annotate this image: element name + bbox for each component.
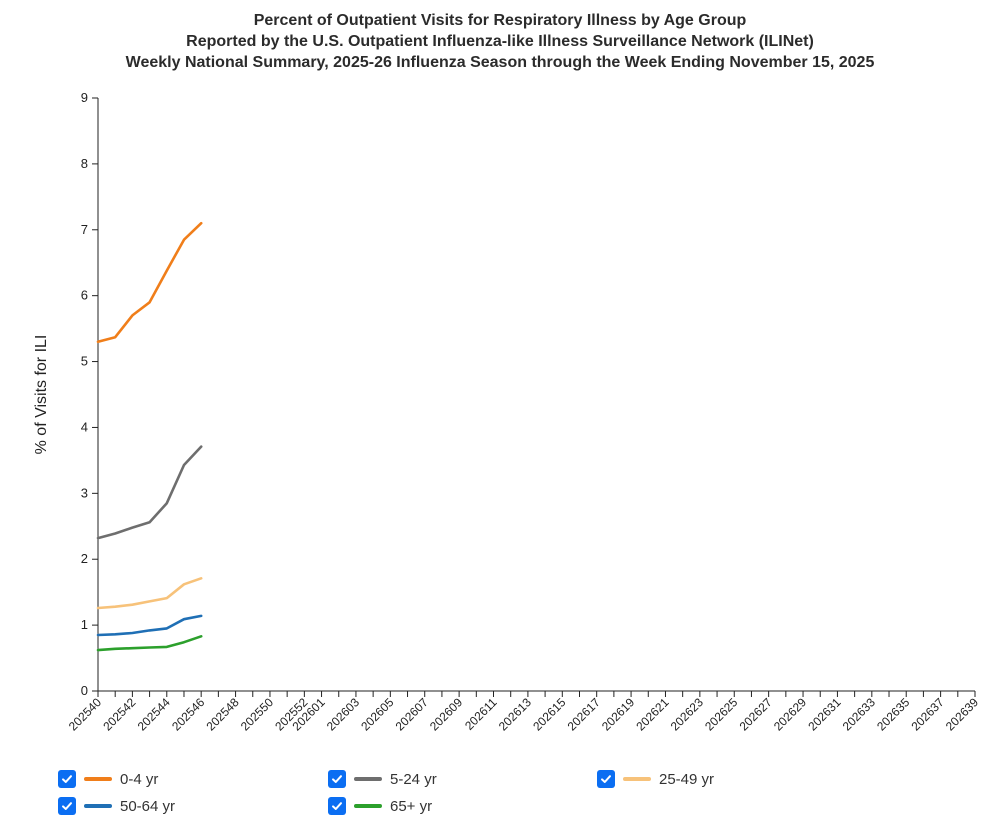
x-tick-label: 202540 [66,695,104,733]
y-tick-label: 4 [81,419,88,434]
legend-item-65-yr[interactable]: 65+ yr [328,797,432,815]
x-tick-label: 202542 [100,695,138,733]
x-tick-label: 202629 [771,695,809,733]
y-tick-label: 7 [81,222,88,237]
legend-item-5-24-yr[interactable]: 5-24 yr [328,770,437,788]
legend-checkbox[interactable] [328,797,346,815]
legend-label: 50-64 yr [120,797,176,815]
legend-item-50-64-yr[interactable]: 50-64 yr [58,797,175,815]
legend-checkbox[interactable] [597,770,615,788]
x-tick-label: 202615 [530,695,568,733]
x-tick-label: 202631 [805,695,843,733]
legend-checkbox[interactable] [58,797,76,815]
legend-label: 65+ yr [390,797,433,815]
x-tick-label: 202546 [169,695,207,733]
x-tick-label: 202603 [324,695,362,733]
x-tick-label: 202637 [909,695,947,733]
y-tick-label: 3 [81,485,88,500]
legend-item-0-4-yr[interactable]: 0-4 yr [58,770,158,788]
chart-title-line-2: Reported by the U.S. Outpatient Influenz… [186,33,814,50]
y-tick-label: 5 [81,354,88,369]
x-tick-label: 202550 [238,695,276,733]
x-tick-label: 202605 [358,695,396,733]
x-tick-label: 202609 [427,695,465,733]
x-tick-label: 202611 [462,695,500,733]
chart-title-block: Percent of Outpatient Visits for Respira… [0,10,1000,73]
legend-label: 5-24 yr [390,770,437,788]
y-tick-label: 6 [81,288,88,303]
x-tick-label: 202625 [702,695,740,733]
x-tick-label: 202607 [393,695,431,733]
x-tick-label: 202627 [737,695,775,733]
legend-checkbox[interactable] [328,770,346,788]
x-tick-label: 202613 [496,695,534,733]
x-tick-label: 202633 [840,695,878,733]
legend-item-25-49-yr[interactable]: 25-49 yr [597,770,714,788]
series-line-65-yr [96,634,203,652]
series-line-0-4-yr [96,221,203,344]
series-line-25-49-yr [96,576,203,610]
x-tick-label: 202548 [203,695,241,733]
legend-swatch [623,777,651,781]
legend-swatch [354,804,382,808]
legend-checkbox[interactable] [58,770,76,788]
series-line-50-64-yr [96,614,203,637]
legend-swatch [354,777,382,781]
legend-swatch [84,804,112,808]
y-tick-label: 1 [81,617,88,632]
x-tick-label: 202617 [565,695,603,733]
x-tick-label: 202544 [135,695,173,733]
y-tick-label: 2 [81,551,88,566]
legend-label: 25-49 yr [659,770,715,788]
x-tick-label: 202639 [943,695,981,733]
x-tick-label: 202623 [668,695,706,733]
series-line-5-24-yr [96,445,203,540]
legend-label: 0-4 yr [120,770,159,788]
y-axis-label: % of Visits for ILI [33,335,50,455]
x-tick-label: 202621 [633,695,671,733]
x-tick-label: 202619 [599,695,637,733]
y-tick-label: 8 [81,156,88,171]
x-tick-label: 202635 [874,695,912,733]
legend-swatch [84,777,112,781]
chart-title-line-1: Percent of Outpatient Visits for Respira… [253,12,747,29]
chart-title-line-3: Weekly National Summary, 2025-26 Influen… [125,54,875,71]
y-tick-label: 9 [81,90,88,105]
y-tick-label: 0 [81,683,88,698]
